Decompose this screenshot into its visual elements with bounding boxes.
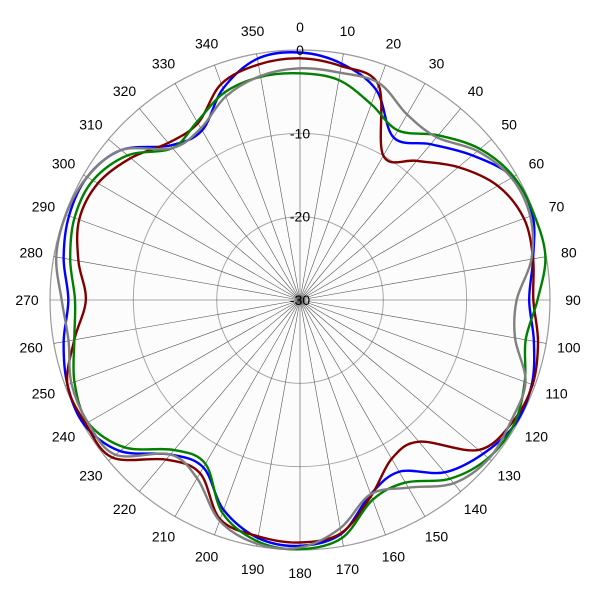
angle-tick-label: 300 — [52, 156, 76, 172]
grid-spoke — [256, 53, 301, 301]
grid-spoke — [299, 139, 492, 301]
angle-tick-label: 120 — [525, 429, 549, 445]
grid-spoke — [214, 64, 301, 301]
radial-tick-label: 0 — [296, 42, 304, 58]
angle-tick-label: 90 — [565, 292, 581, 308]
grid-spoke — [299, 299, 536, 386]
grid-spoke — [64, 299, 301, 386]
series-line-3 — [69, 71, 547, 551]
grid-spoke — [299, 108, 461, 301]
grid-spoke — [139, 108, 301, 301]
angle-tick-label: 30 — [429, 56, 445, 72]
angle-tick-label: 210 — [152, 528, 176, 544]
angle-tick-labels: 0 10 20 30 40 50 60 70 80 90 100 110 120 130 140 150 160… — [15, 19, 581, 581]
radial-tick-label: -30 — [290, 292, 310, 308]
grid-spoke — [108, 139, 301, 301]
angle-tick-label: 110 — [545, 385, 568, 401]
angle-tick-label: 260 — [19, 339, 43, 355]
angle-tick-label: 140 — [464, 501, 488, 517]
angle-tick-label: 150 — [425, 528, 449, 544]
grid-spoke — [174, 299, 301, 517]
angle-tick-label: 180 — [288, 565, 312, 581]
grid-spoke — [64, 214, 301, 301]
grid-spoke — [256, 299, 301, 547]
angle-tick-label: 330 — [152, 56, 176, 72]
series-group — [55, 51, 547, 551]
grid-spoke — [299, 53, 344, 301]
angle-tick-label: 80 — [561, 245, 577, 261]
angle-tick-label: 100 — [557, 339, 581, 355]
angle-tick-label: 40 — [468, 83, 484, 99]
radial-tick-label: -20 — [290, 209, 310, 225]
grid-spoke — [53, 299, 301, 344]
angle-tick-label: 130 — [497, 467, 521, 483]
angle-tick-label: 310 — [79, 117, 103, 133]
grid-spoke — [299, 174, 517, 301]
grid-spoke — [299, 83, 426, 301]
series-line-4 — [55, 67, 535, 550]
grid-spoke — [214, 299, 301, 536]
radial-tick-labels: 0 -10 -20 -30 — [290, 42, 310, 308]
angle-tick-label: 160 — [382, 549, 406, 565]
series-line-2 — [65, 57, 540, 544]
grid-spoke — [108, 299, 301, 461]
grid-spoke — [299, 299, 461, 492]
angle-tick-label: 320 — [113, 83, 137, 99]
angle-tick-label: 240 — [52, 429, 76, 445]
grid-spoke — [83, 174, 301, 301]
grid-spoke — [299, 299, 517, 426]
grid-spoke — [174, 83, 301, 301]
radial-tick-label: -10 — [290, 125, 310, 141]
angle-tick-label: 280 — [19, 245, 43, 261]
grid-spoke — [299, 299, 547, 344]
angle-tick-label: 270 — [15, 292, 39, 308]
angle-tick-label: 290 — [32, 199, 56, 215]
angle-tick-label: 10 — [340, 23, 356, 39]
angle-tick-label: 250 — [32, 385, 56, 401]
angle-tick-label: 190 — [241, 561, 265, 577]
grid-spoke — [299, 299, 492, 461]
grid-spoke — [299, 256, 547, 301]
angle-tick-label: 20 — [386, 35, 402, 51]
angle-tick-label: 50 — [501, 117, 517, 133]
angle-tick-label: 70 — [549, 199, 565, 215]
grid-spoke — [53, 256, 301, 301]
angle-tick-label: 200 — [195, 549, 219, 565]
grid-spoke — [299, 299, 426, 517]
angle-tick-label: 220 — [113, 501, 137, 517]
angle-tick-label: 350 — [241, 23, 265, 39]
grid-spoke — [83, 299, 301, 426]
grid-spoke — [299, 214, 536, 301]
grid-spoke — [299, 299, 344, 547]
angle-tick-label: 230 — [79, 467, 103, 483]
angle-tick-label: 340 — [195, 35, 219, 51]
angle-tick-label: 0 — [296, 19, 304, 35]
polar-grid — [49, 49, 551, 551]
angle-tick-label: 170 — [336, 561, 360, 577]
angle-tick-label: 60 — [529, 156, 545, 172]
